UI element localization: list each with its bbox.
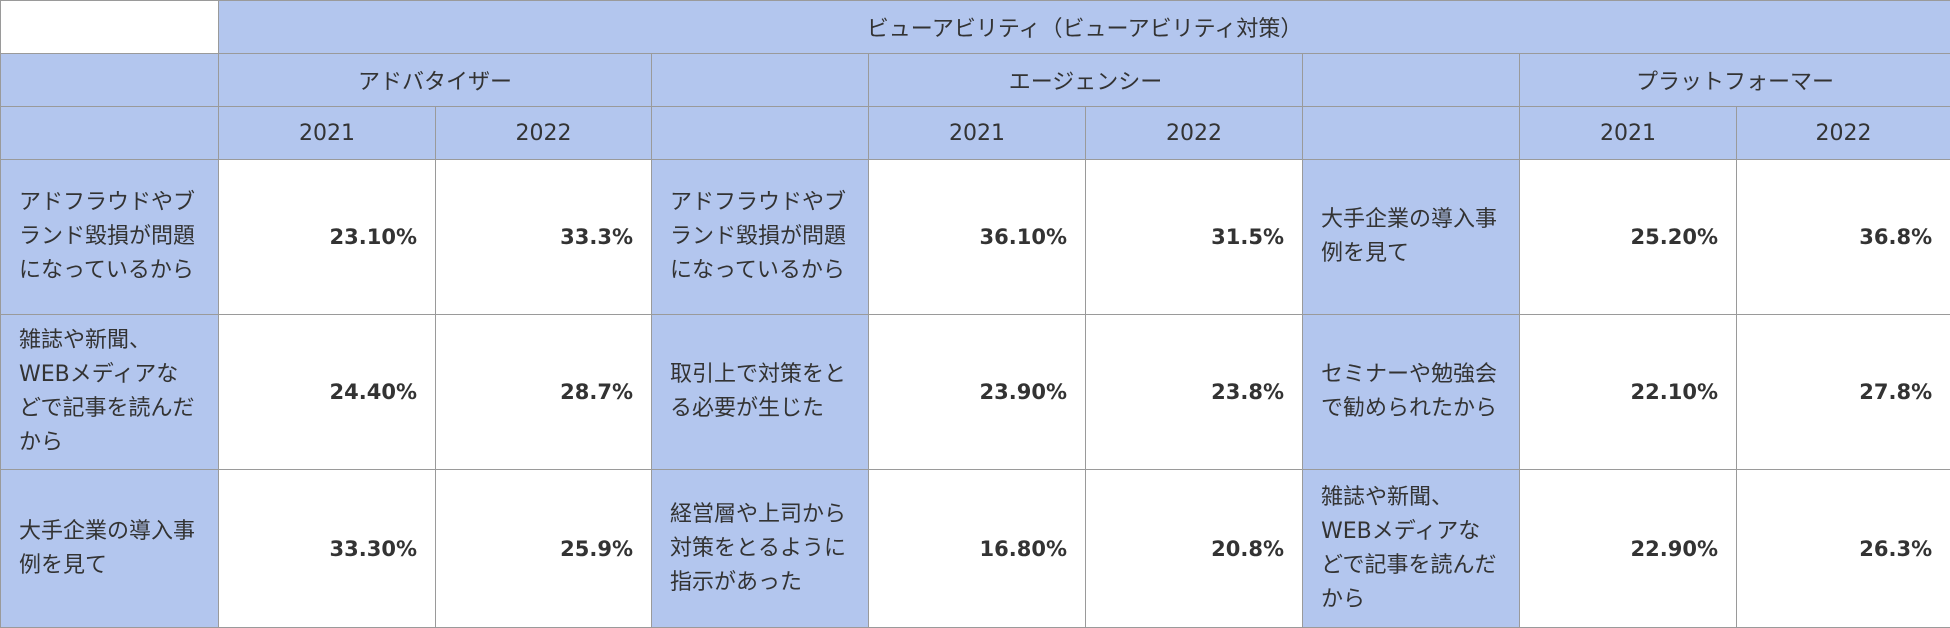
value-cell: 25.9% (436, 470, 652, 628)
year-header-cell: 2022 (436, 107, 652, 160)
group-label-spacer (1, 54, 219, 107)
year-label-spacer (652, 107, 869, 160)
value-cell: 36.8% (1737, 160, 1950, 315)
year-header-cell: 2021 (219, 107, 436, 160)
year-label-spacer (1303, 107, 1520, 160)
table-row: 大手企業の導入事例を見て 33.30% 25.9% 経営層や上司から対策をとるよ… (1, 470, 1950, 628)
table-row: 雑誌や新聞、WEBメディアなどで記事を読んだから 24.40% 28.7% 取引… (1, 315, 1950, 470)
group-label-spacer (652, 54, 869, 107)
value-cell: 22.10% (1520, 315, 1737, 470)
value-cell: 25.20% (1520, 160, 1737, 315)
value-cell: 22.90% (1520, 470, 1737, 628)
value-cell: 24.40% (219, 315, 436, 470)
value-cell: 20.8% (1086, 470, 1303, 628)
value-cell: 16.80% (869, 470, 1086, 628)
value-cell: 23.8% (1086, 315, 1303, 470)
value-cell: 28.7% (436, 315, 652, 470)
value-cell: 33.3% (436, 160, 652, 315)
value-cell: 23.10% (219, 160, 436, 315)
value-cell: 26.3% (1737, 470, 1950, 628)
reason-label: 経営層や上司から対策をとるように指示があった (652, 470, 869, 628)
group-header-row: アドバタイザー エージェンシー プラットフォーマー (1, 54, 1950, 107)
year-header-cell: 2021 (869, 107, 1086, 160)
reason-label: 大手企業の導入事例を見て (1303, 160, 1520, 315)
year-header-row: 2021 2022 2021 2022 2021 2022 (1, 107, 1950, 160)
year-header-cell: 2022 (1737, 107, 1950, 160)
value-cell: 31.5% (1086, 160, 1303, 315)
reason-label: 雑誌や新聞、WEBメディアなどで記事を読んだから (1, 315, 219, 470)
group-platformer-header: プラットフォーマー (1520, 54, 1950, 107)
corner-cell (1, 1, 219, 54)
value-cell: 23.90% (869, 315, 1086, 470)
group-advertiser-header: アドバタイザー (219, 54, 652, 107)
year-header-cell: 2021 (1520, 107, 1737, 160)
table-title: ビューアビリティ（ビューアビリティ対策） (219, 1, 1950, 54)
reason-label: 大手企業の導入事例を見て (1, 470, 219, 628)
year-header-cell: 2022 (1086, 107, 1303, 160)
value-cell: 27.8% (1737, 315, 1950, 470)
reason-label: アドフラウドやブランド毀損が問題になっているから (652, 160, 869, 315)
year-label-spacer (1, 107, 219, 160)
title-row: ビューアビリティ（ビューアビリティ対策） (1, 1, 1950, 54)
value-cell: 33.30% (219, 470, 436, 628)
reason-label: 雑誌や新聞、WEBメディアなどで記事を読んだから (1303, 470, 1520, 628)
reason-label: セミナーや勉強会で勧められたから (1303, 315, 1520, 470)
group-label-spacer (1303, 54, 1520, 107)
table-row: アドフラウドやブランド毀損が問題になっているから 23.10% 33.3% アド… (1, 160, 1950, 315)
reason-label: アドフラウドやブランド毀損が問題になっているから (1, 160, 219, 315)
group-agency-header: エージェンシー (869, 54, 1303, 107)
reason-label: 取引上で対策をとる必要が生じた (652, 315, 869, 470)
value-cell: 36.10% (869, 160, 1086, 315)
